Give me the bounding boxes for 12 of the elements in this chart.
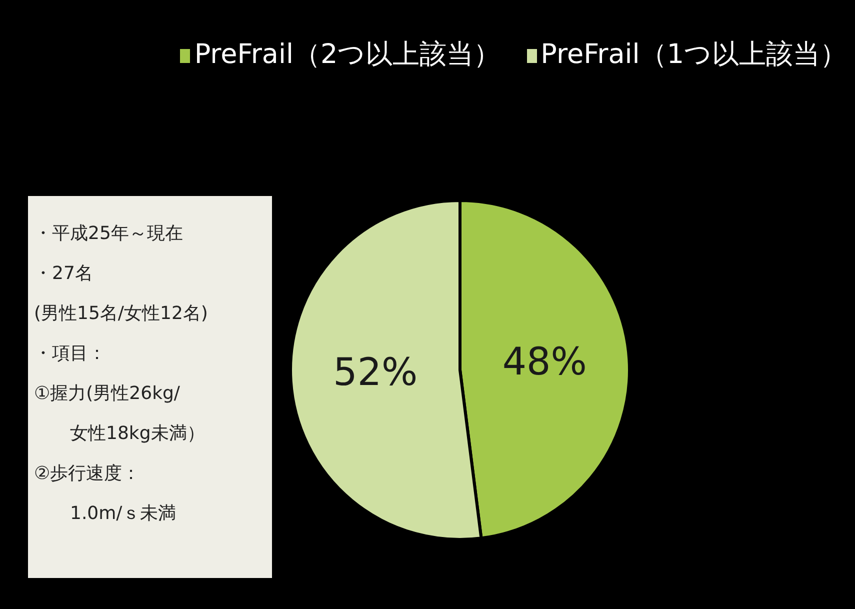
text: 1.0m/ｓ未満 [69, 502, 178, 526]
legend-label: PreFrail（1つ以上該当） [540, 38, 847, 72]
text: ・平成25年～現在 [34, 222, 184, 246]
data-label: 48% [502, 340, 587, 384]
text: ・27名 [34, 262, 94, 286]
data-label: 52% [333, 350, 418, 394]
text: ①握力(男性26kg/ [34, 382, 181, 406]
text: ②歩行速度： [34, 462, 142, 486]
text: ・項目： [34, 342, 107, 366]
text: (男性15名/女性12名) [34, 302, 209, 326]
legend-label: PreFrail（2つ以上該当） [193, 38, 501, 72]
text: 女性18kg未満） [69, 422, 206, 446]
